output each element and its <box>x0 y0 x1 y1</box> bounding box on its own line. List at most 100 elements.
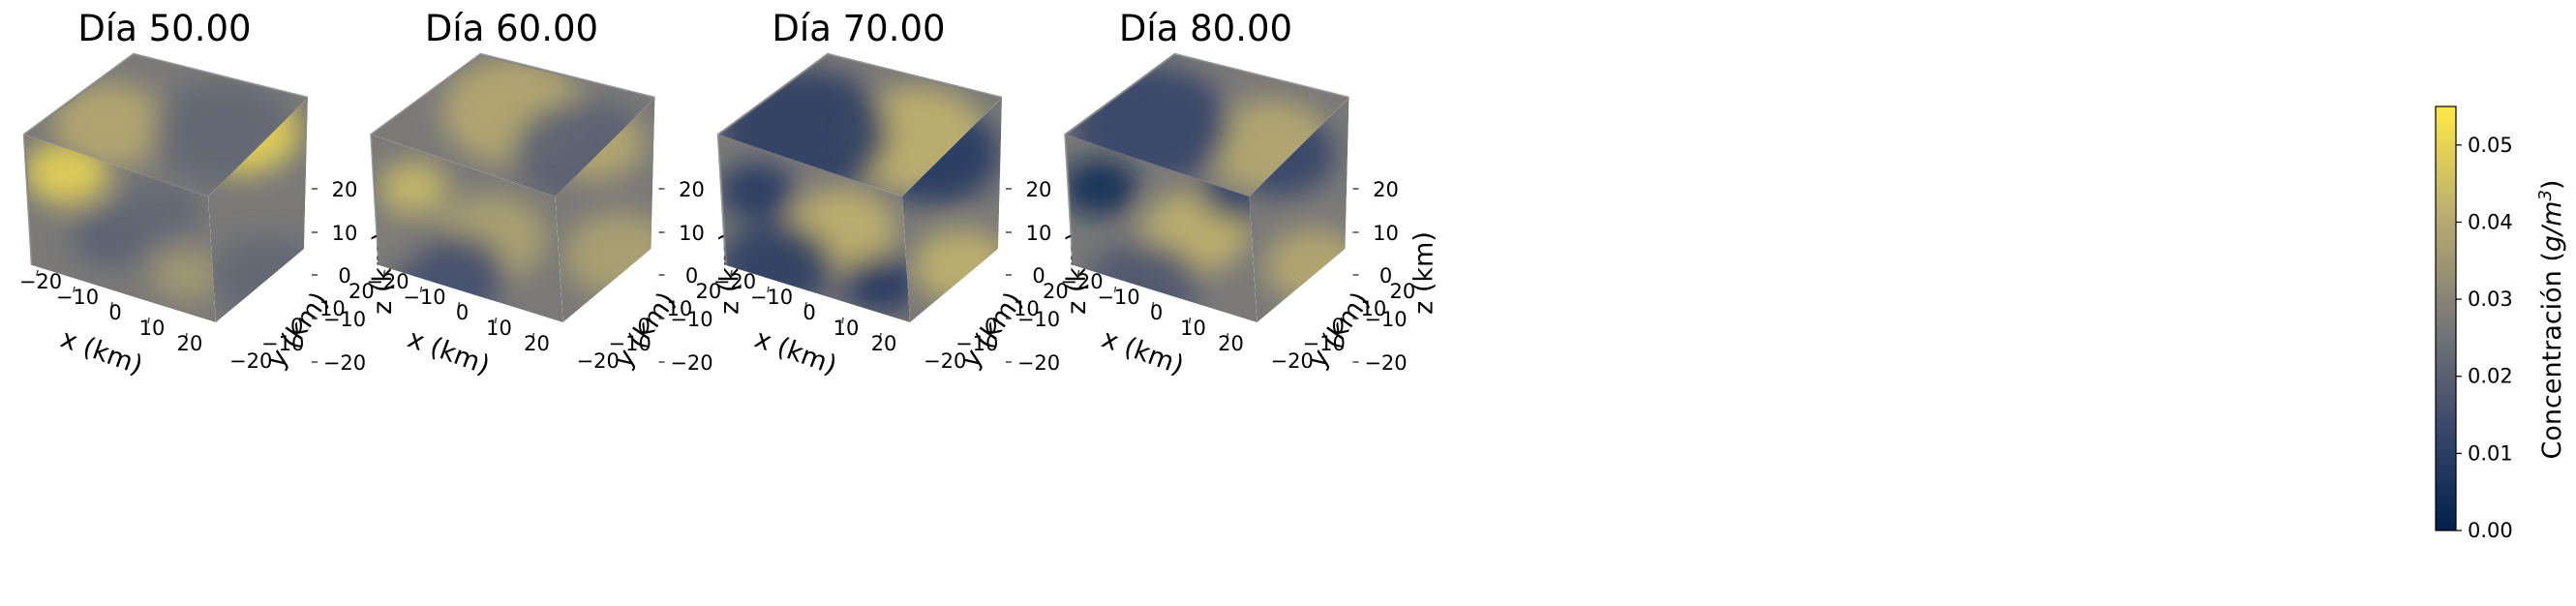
x-tick-label: 20 <box>871 332 897 355</box>
z-tick-label: −10 <box>1364 308 1407 331</box>
x-tick-mark <box>1188 317 1192 324</box>
z-tick-label: 20 <box>332 178 358 201</box>
x-axis-label: x (km) <box>404 323 494 380</box>
z-tick-label: 10 <box>1026 222 1052 245</box>
concentration-blob <box>718 162 796 220</box>
colorbar-tick-label: 0.03 <box>2468 288 2513 311</box>
x-tick-label: −20 <box>366 270 409 293</box>
x-tick-mark <box>531 332 535 340</box>
y-tick-label: −10 <box>609 332 652 355</box>
concentration-blob <box>52 82 167 168</box>
x-tick-mark <box>382 269 386 277</box>
colorbar-label: Concentración (g/m3) <box>2535 180 2568 460</box>
x-axis-label: x (km) <box>750 323 840 380</box>
x-tick-label: 10 <box>486 317 512 340</box>
z-tick-label: 0 <box>338 264 350 288</box>
face-top <box>371 54 655 197</box>
x-tick-label: 0 <box>1150 301 1163 324</box>
z-tick-label: 0 <box>685 264 698 288</box>
x-tick-label: 10 <box>1180 317 1206 340</box>
x-tick-label: 0 <box>108 301 121 324</box>
face-front <box>718 135 910 322</box>
x-tick-label: 20 <box>524 332 550 355</box>
x-tick-mark <box>457 301 461 309</box>
x-tick-mark <box>73 286 76 293</box>
y-tick-label: −10 <box>955 332 998 355</box>
x-tick-label: −20 <box>1060 270 1103 293</box>
y-tick-label: −20 <box>229 349 272 373</box>
x-tick-label: 20 <box>177 332 203 355</box>
concentration-blob <box>24 140 109 204</box>
y-tick-label: 20 <box>1390 280 1416 303</box>
z-tick-label: 10 <box>1373 222 1399 245</box>
z-tick-label: 0 <box>1379 264 1392 288</box>
x-tick-label: −10 <box>403 286 445 309</box>
colorbar-gradient <box>2435 106 2457 531</box>
x-tick-label: 0 <box>803 301 815 324</box>
y-tick-label: 0 <box>985 315 997 338</box>
x-tick-mark <box>1226 332 1229 340</box>
x-tick-mark <box>767 286 770 293</box>
z-tick-label: −10 <box>1017 308 1060 331</box>
x-tick-label: −20 <box>19 270 62 293</box>
x-tick-mark <box>1076 269 1080 277</box>
colorbar-tick-label: 0.05 <box>2468 134 2513 157</box>
y-tick-label: 10 <box>1014 297 1040 320</box>
concentration-blob <box>116 177 201 242</box>
x-tick-label: −10 <box>1097 286 1139 309</box>
y-tick-label: 0 <box>1332 315 1345 338</box>
panel-title: Día 50.00 <box>77 8 251 49</box>
panel-title: Día 80.00 <box>1119 8 1292 49</box>
concentration-blob <box>1065 158 1138 217</box>
concentration-blob <box>563 212 655 297</box>
x-tick-label: 0 <box>456 301 469 324</box>
colorbar-tick-label: 0.01 <box>2468 441 2513 465</box>
x-axis-label: x (km) <box>56 323 146 380</box>
z-tick-label: −20 <box>323 351 366 375</box>
x-tick-label: 20 <box>1218 332 1244 355</box>
z-axis-label: z (km) <box>1409 231 1440 315</box>
y-tick-label: 20 <box>1043 280 1069 303</box>
x-tick-label: −10 <box>56 286 99 309</box>
colorbar: 0.00 0.01 0.02 0.03 0.04 0.05 Concentración (g… <box>2435 106 2568 542</box>
cube-edge <box>1064 52 1349 266</box>
x-tick-mark <box>419 286 423 293</box>
colorbar-tick-label: 0.00 <box>2468 519 2513 542</box>
z-tick-label: −20 <box>1017 351 1060 375</box>
y-tick-label: 10 <box>667 297 693 320</box>
colorbar-tick-label: 0.02 <box>2468 365 2513 388</box>
x-tick-mark <box>879 332 882 340</box>
z-tick-label: −20 <box>670 351 712 375</box>
z-tick-label: −10 <box>323 308 366 331</box>
z-tick-label: 0 <box>1032 264 1045 288</box>
z-tick-label: 20 <box>1026 178 1052 201</box>
concentration-blob <box>152 249 216 302</box>
z-tick-label: −20 <box>1364 351 1407 375</box>
x-tick-mark <box>841 317 844 324</box>
z-tick-label: 20 <box>679 178 705 201</box>
x-tick-mark <box>185 332 188 340</box>
y-tick-label: 20 <box>696 280 722 303</box>
y-tick-label: −10 <box>261 332 304 355</box>
y-tick-label: 20 <box>349 280 375 303</box>
x-tick-mark <box>1113 286 1117 293</box>
y-tick-label: 0 <box>638 315 651 338</box>
x-axis-label: x (km) <box>1098 323 1188 380</box>
x-tick-label: −10 <box>750 286 793 309</box>
x-tick-mark <box>147 317 150 324</box>
x-tick-mark <box>730 269 733 277</box>
x-tick-mark <box>494 317 498 324</box>
cube-edge <box>22 52 309 266</box>
y-tick-label: −10 <box>1303 332 1346 355</box>
concentration-blob <box>912 228 1002 304</box>
y-tick-label: −20 <box>1271 349 1314 373</box>
concentration-blob <box>379 161 448 214</box>
face-front <box>24 135 216 322</box>
y-tick-label: 10 <box>319 297 346 320</box>
